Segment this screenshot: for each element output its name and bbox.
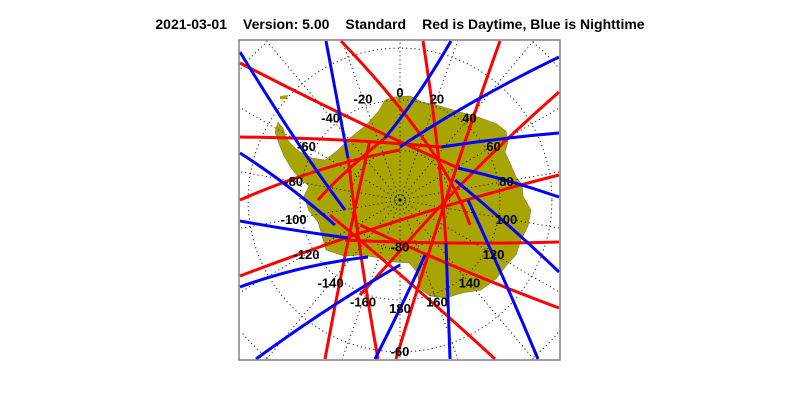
longitude-label: -100 [281,212,307,227]
nighttime-track [457,166,560,199]
meridian-line [239,107,396,198]
map-title: 2021-03-01 Version: 5.00 Standard Red is Da… [0,16,800,32]
meridian-line [239,200,396,229]
title-legend: Red is Daytime, Blue is Nighttime [422,16,645,32]
longitude-label: 0 [396,85,403,100]
orbit-tracks [239,40,560,360]
meridian-line [404,171,560,200]
nighttime-track [239,255,369,289]
longitude-label: 40 [462,110,476,125]
daytime-track [339,40,472,226]
graticule [239,40,560,360]
longitude-label: 80 [499,174,513,189]
daytime-track [359,223,560,310]
latitude-label: -60 [391,344,410,359]
meridian-line [404,107,560,198]
nighttime-track [239,219,349,240]
nighttime-track [466,199,540,360]
daytime-track [358,90,560,297]
meridian-line [239,171,396,200]
longitude-label: 180 [389,301,411,316]
nighttime-track [373,254,427,360]
longitude-label: 160 [426,294,448,309]
meridian-line [402,203,534,360]
longitude-label: 120 [483,247,505,262]
daytime-track [323,139,372,360]
nighttime-track [399,55,560,149]
latitude-circle [394,194,406,206]
longitude-label: 140 [459,276,481,291]
daytime-track [344,238,560,245]
title-version: Version: 5.00 [243,16,330,32]
nighttime-track [440,131,560,149]
longitude-label: 20 [430,92,444,107]
nighttime-track [324,40,350,159]
nighttime-track [454,178,560,274]
daytime-track [421,40,448,244]
nighttime-track [239,51,347,211]
latitude-label: -80 [391,240,410,255]
latitude-circle [240,41,559,359]
nighttime-track [255,263,401,360]
longitude-label: -20 [354,92,373,107]
south-pole-marker [398,198,402,202]
longitude-label: 100 [496,212,518,227]
nighttime-track [383,40,453,139]
meridian-line [402,40,534,197]
title-mode: Standard [345,16,407,32]
longitude-label: 60 [486,139,500,154]
meridian-line [239,202,396,293]
daytime-track [316,136,386,201]
island [280,95,288,99]
longitude-label: -80 [284,174,303,189]
nighttime-track [239,151,336,227]
longitude-label: -40 [321,110,340,125]
longitude-label: -60 [297,139,316,154]
daytime-track [329,213,497,360]
longitude-label: -160 [350,294,376,309]
daytime-track [239,61,459,170]
daytime-track [239,135,442,149]
meridian-line [266,40,398,197]
meridian-line [404,200,560,229]
daytime-track [239,148,401,202]
longitude-label: -140 [318,276,344,291]
title-date: 2021-03-01 [155,16,228,32]
daytime-track [394,40,502,360]
nighttime-track [444,242,452,360]
daytime-track [239,173,560,278]
latitude-circle [349,149,451,251]
longitude-label: -120 [293,247,319,262]
map-frame [238,39,561,361]
